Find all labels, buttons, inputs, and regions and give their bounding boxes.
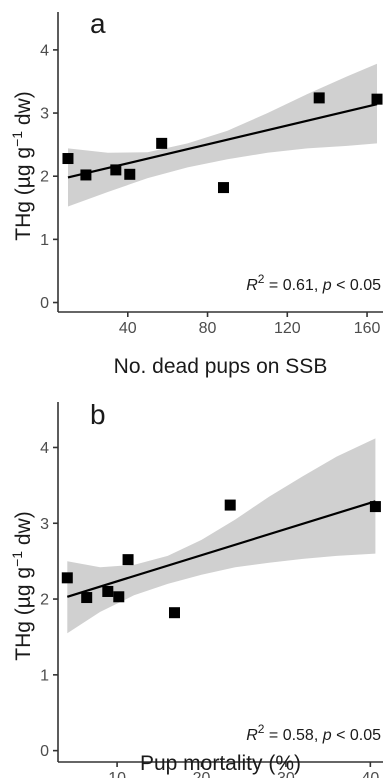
x-ticks: 40 80 120 160: [119, 312, 381, 337]
r2-exponent: 2: [258, 722, 265, 736]
data-point: [124, 168, 136, 180]
data-point: [168, 607, 180, 619]
y-title-unit: g g: [12, 567, 35, 596]
data-point: [224, 499, 236, 511]
x-tick-label: 40: [119, 320, 137, 337]
y-title-mu: µ: [12, 176, 35, 188]
y-ticks: 0 1 2 3 4: [40, 440, 58, 760]
x-ticks: 10 20 30 40: [108, 762, 379, 778]
data-point: [371, 93, 383, 105]
x-tick-label: 160: [354, 320, 381, 337]
y-tick-label: 3: [40, 516, 49, 533]
y-tick-label: 3: [40, 106, 49, 123]
data-point: [110, 164, 122, 176]
y-title-pre: THg (: [12, 608, 35, 661]
data-point: [217, 182, 229, 194]
x-tick-label: 120: [274, 320, 301, 337]
y-title-unit: g g: [12, 147, 35, 176]
r2-symbol: R: [246, 727, 258, 744]
p-symbol: p: [322, 277, 332, 294]
y-tick-label: 2: [40, 169, 49, 186]
data-point: [80, 169, 92, 181]
p-value: < 0.05: [332, 277, 381, 294]
x-tick-label: 30: [277, 770, 295, 778]
x-tick-label: 20: [193, 770, 211, 778]
data-points: [62, 92, 383, 194]
ci-band: [68, 63, 377, 207]
data-point: [102, 585, 114, 597]
p-value: < 0.05: [332, 727, 381, 744]
y-tick-label: 2: [40, 592, 49, 609]
stat-annotation: R2 = 0.61, p < 0.05: [246, 272, 381, 294]
y-title-post: dw): [12, 511, 35, 551]
data-point: [113, 591, 125, 603]
y-tick-label: 1: [40, 232, 49, 249]
y-tick-label: 0: [40, 743, 49, 760]
y-tick-label: 4: [40, 42, 49, 59]
y-axis-title: THg (µg g−1 dw): [9, 511, 35, 660]
y-title-exp: −1: [9, 551, 25, 567]
x-tick-label: 10: [108, 770, 126, 778]
ci-band: [67, 438, 376, 634]
data-point: [369, 501, 381, 513]
data-point: [81, 592, 93, 604]
data-points: [61, 499, 381, 619]
y-axis-title: THg (µg g−1 dw): [9, 91, 35, 240]
panel-label: b: [90, 399, 106, 430]
data-point: [156, 137, 168, 149]
p-symbol: p: [322, 727, 332, 744]
y-title-mu: µ: [12, 596, 35, 608]
y-title-pre: THg (: [12, 188, 35, 241]
r2-symbol: R: [246, 277, 258, 294]
x-axis-title: Pup mortality (%): [140, 752, 301, 775]
r2-value: = 0.58,: [264, 727, 322, 744]
stat-annotation: R2 = 0.58, p < 0.05: [246, 722, 381, 744]
panel-label: a: [90, 8, 106, 39]
x-tick-label: 80: [199, 320, 217, 337]
r2-value: = 0.61,: [264, 277, 322, 294]
y-tick-label: 0: [40, 295, 49, 312]
y-title-exp: −1: [9, 131, 25, 147]
y-tick-label: 4: [40, 440, 49, 457]
x-tick-label: 40: [361, 770, 379, 778]
y-title-post: dw): [12, 91, 35, 131]
y-ticks: 0 1 2 3 4: [40, 42, 58, 312]
x-axis-title: No. dead pups on SSB: [114, 355, 328, 378]
data-point: [313, 92, 325, 104]
data-point: [122, 554, 134, 566]
data-point: [62, 153, 74, 165]
regression-line: [66, 500, 376, 598]
r2-exponent: 2: [258, 272, 265, 286]
y-tick-label: 1: [40, 667, 49, 684]
data-point: [61, 572, 73, 584]
